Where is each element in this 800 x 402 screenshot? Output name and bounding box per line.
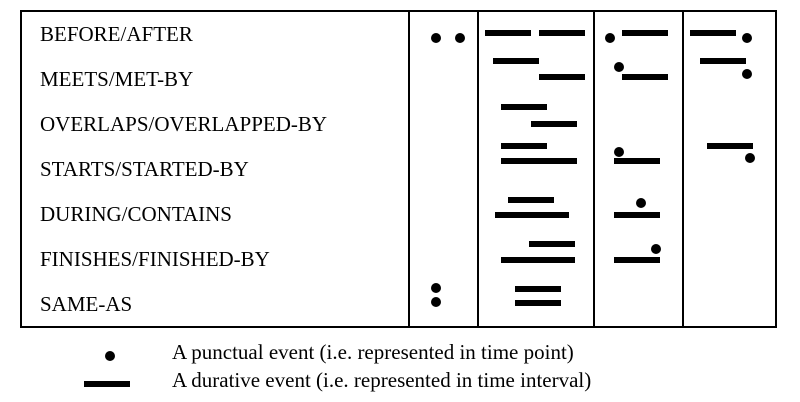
interval-interval-column — [485, 30, 585, 306]
legend-durative-text: A durative event (i.e. represented in ti… — [172, 368, 592, 392]
started-by-point — [745, 153, 755, 163]
finishes-interval — [614, 257, 660, 263]
before-after-point-a — [431, 33, 441, 43]
relation-label-same-as: SAME-AS — [40, 292, 133, 316]
same-as-interval-b — [515, 300, 561, 306]
during-interval-a — [508, 197, 554, 203]
meets-interval — [622, 74, 668, 80]
same-as-point-a — [431, 283, 441, 293]
met-by-interval — [700, 58, 746, 64]
relation-label-during-contains: DURING/CONTAINS — [40, 202, 232, 226]
before-after-interval-b — [539, 30, 585, 36]
meets-met-by-interval-a — [493, 58, 539, 64]
interval-point-column — [690, 30, 755, 163]
met-by-point — [742, 69, 752, 79]
meets-point — [614, 62, 624, 72]
starts-interval — [614, 158, 660, 164]
table-border — [20, 10, 777, 328]
interval-icon — [84, 381, 130, 387]
after-interval — [690, 30, 736, 36]
relation-label-starts-started-by: STARTS/STARTED-BY — [40, 157, 249, 181]
same-as-point-b — [431, 297, 441, 307]
during-interval — [614, 212, 660, 218]
relations-table — [20, 10, 777, 328]
relation-label-overlaps-overlapped-by: OVERLAPS/OVERLAPPED-BY — [40, 112, 328, 136]
after-point — [742, 33, 752, 43]
relation-label-meets-met-by: MEETS/MET-BY — [40, 67, 194, 91]
before-point — [605, 33, 615, 43]
overlaps-interval-a — [501, 104, 547, 110]
point-icon — [105, 351, 115, 361]
during-point — [636, 198, 646, 208]
point-point-column — [431, 33, 465, 307]
relation-label-before-after: BEFORE/AFTER — [40, 22, 193, 46]
starts-point — [614, 147, 624, 157]
started-by-interval — [707, 143, 753, 149]
legend-punctual-text: A punctual event (i.e. represented in ti… — [172, 340, 574, 364]
during-interval-b — [495, 212, 569, 218]
finishes-interval-b — [501, 257, 575, 263]
meets-met-by-interval-b — [539, 74, 585, 80]
relation-label-finishes-finished-by: FINISHES/FINISHED-BY — [40, 247, 270, 271]
same-as-interval-a — [515, 286, 561, 292]
starts-interval-b — [501, 158, 577, 164]
overlaps-interval-b — [531, 121, 577, 127]
starts-interval-a — [501, 143, 547, 149]
finishes-interval-a — [529, 241, 575, 247]
before-after-interval-a — [485, 30, 531, 36]
before-after-point-b — [455, 33, 465, 43]
point-interval-column — [605, 30, 668, 263]
before-interval — [622, 30, 668, 36]
finishes-point — [651, 244, 661, 254]
